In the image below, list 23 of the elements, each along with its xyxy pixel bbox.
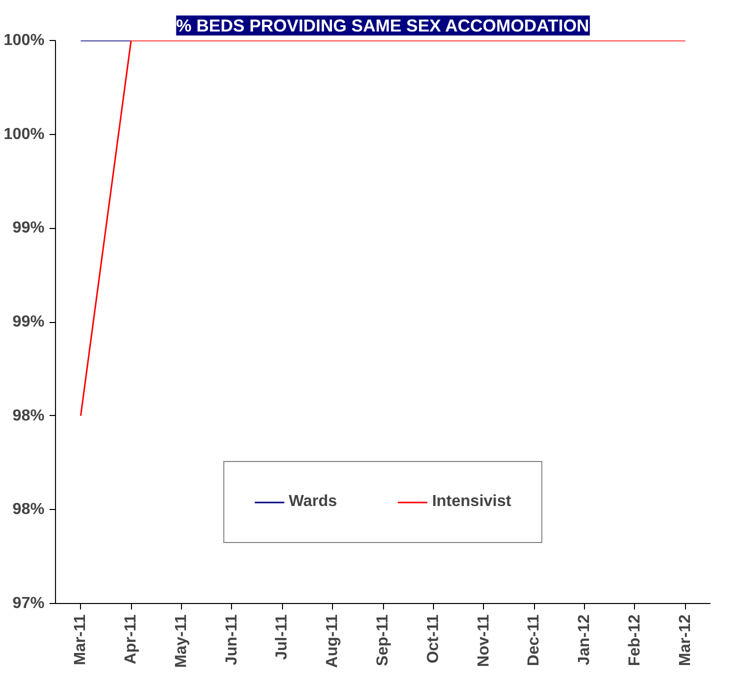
chart-title: % BEDS PROVIDING SAME SEX ACCOMODATION bbox=[176, 16, 590, 36]
x-tick-label: Mar-11 bbox=[72, 614, 90, 666]
x-tick-label: Jun-11 bbox=[223, 614, 240, 666]
x-tick-label: Oct-11 bbox=[424, 614, 442, 664]
y-tick-label: 100% bbox=[4, 126, 44, 143]
x-tick-label: Mar-12 bbox=[676, 614, 694, 666]
x-tick-label: Dec-11 bbox=[526, 614, 543, 666]
x-tick-label: Jan-12 bbox=[576, 614, 594, 666]
y-tick-label: 97% bbox=[12, 595, 45, 612]
x-tick-label: Apr-11 bbox=[122, 614, 140, 664]
y-tick-label: 100% bbox=[4, 32, 44, 49]
x-tick-label: Sep-11 bbox=[374, 614, 392, 666]
y-tick-label: 99% bbox=[12, 314, 45, 330]
x-tick-label: Jul-11 bbox=[274, 614, 291, 660]
legend-label: Intensivist bbox=[432, 493, 512, 511]
x-tick-label: May-11 bbox=[172, 614, 190, 668]
y-tick-label: 98% bbox=[12, 501, 45, 518]
x-tick-label: Feb-12 bbox=[626, 614, 644, 666]
x-tick-label: Nov-11 bbox=[475, 614, 492, 667]
legend-label: Wards bbox=[288, 493, 338, 511]
x-tick-label: Aug-11 bbox=[324, 614, 342, 668]
y-tick-label: 98% bbox=[12, 407, 45, 424]
y-tick-label: 99% bbox=[12, 220, 45, 237]
